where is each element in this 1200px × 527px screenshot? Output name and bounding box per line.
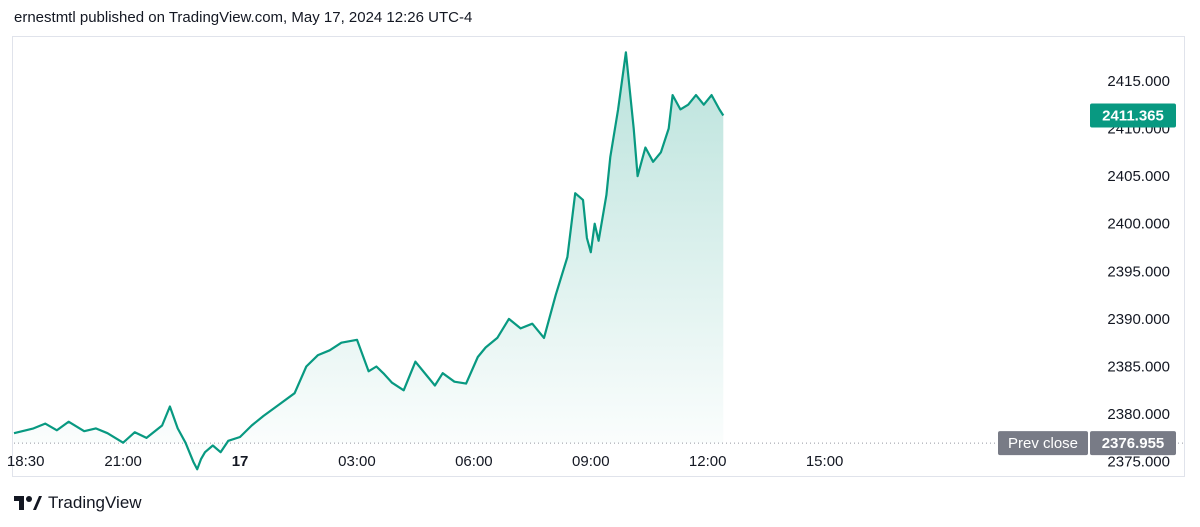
chart-frame xyxy=(12,36,1185,477)
prev-close-value-label: 2376.955 xyxy=(1102,435,1165,452)
prev-close-label: Prev close xyxy=(1008,435,1078,452)
x-tick-label: 06:00 xyxy=(455,453,493,470)
y-tick-label: 2395.000 xyxy=(1107,263,1170,280)
last-price-badge xyxy=(1090,103,1176,128)
price-area-fill xyxy=(14,52,724,470)
y-tick-label: 2375.000 xyxy=(1107,454,1170,471)
footer-brand-label: TradingView xyxy=(48,493,142,512)
x-tick-label: 03:00 xyxy=(338,453,376,470)
x-tick-label: 15:00 xyxy=(806,453,844,470)
footer-brand: TradingView xyxy=(14,493,142,513)
x-tick-label: 21:00 xyxy=(104,453,142,470)
x-tick-label: 12:00 xyxy=(689,453,727,470)
price-line xyxy=(13,51,725,471)
prev-close-badge xyxy=(998,431,1088,456)
prev-close-value-badge xyxy=(1090,431,1176,456)
y-tick-label: 2380.000 xyxy=(1107,406,1170,423)
y-tick-label: 2415.000 xyxy=(1107,73,1170,90)
y-tick-label: 2390.000 xyxy=(1107,311,1170,328)
x-tick-label: 18:30 xyxy=(7,453,45,470)
x-tick-label: 17 xyxy=(232,453,249,470)
last-price-label: 2411.365 xyxy=(1102,107,1164,124)
tradingview-logo-icon xyxy=(14,496,42,510)
y-tick-label: 2405.000 xyxy=(1107,168,1170,185)
x-tick-label: 09:00 xyxy=(572,453,610,470)
y-tick-label: 2400.000 xyxy=(1107,216,1170,233)
y-tick-label: 2385.000 xyxy=(1107,359,1170,376)
publish-header: ernestmtl published on TradingView.com, … xyxy=(14,9,473,26)
